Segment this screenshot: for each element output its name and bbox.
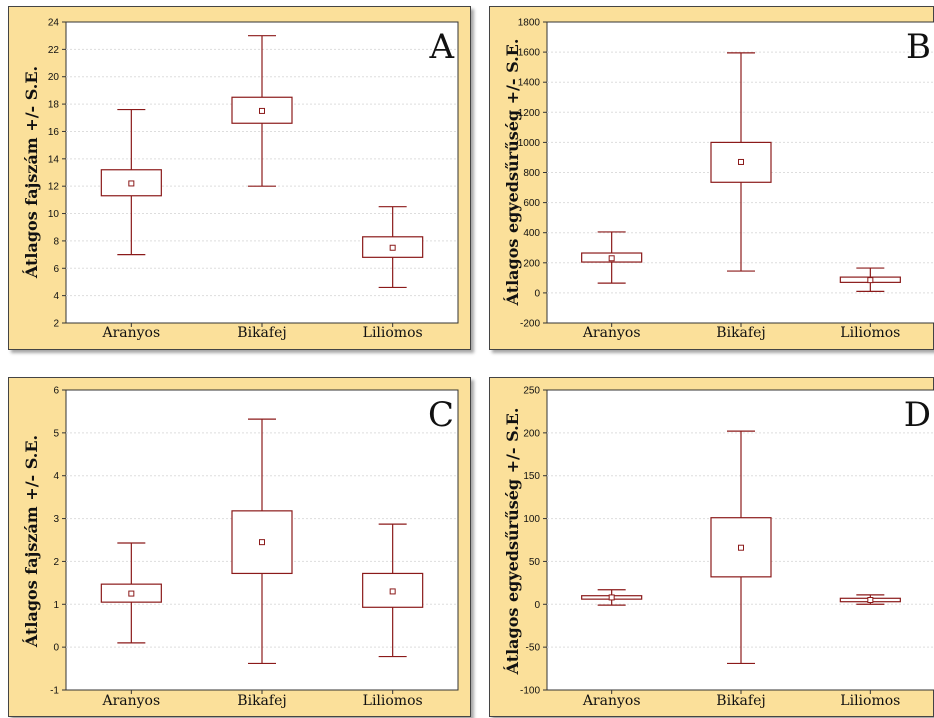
mean-marker [389,588,396,595]
x-tick-label: Liliomos [363,325,423,341]
y-tick-label: 20 [48,72,60,83]
y-tick-label: 18 [48,100,60,111]
x-tick-label: Liliomos [363,693,423,709]
chart-svg-c: -1 0 1 2 3 4 5 6 Átlagos fajszám +/- S.E. C Aranyo… [21,386,459,709]
y-tick-label: 10 [48,209,60,220]
y-tick-label: 1800 [518,18,541,29]
y-tick-label: 3 [53,514,59,525]
y-tick-label: 0 [534,288,540,299]
x-tick-label: Aranyos [101,693,160,709]
y-axis-label: Átlagos fajszám +/- S.E. [21,66,41,279]
y-tick-label: 1000 [518,138,541,149]
mean-marker [738,544,744,551]
y-tick-label: 1200 [518,108,541,119]
box-bikafej [710,52,772,272]
y-tick-label: 5 [53,428,59,439]
y-tick-label: 16 [48,127,60,138]
box-liliomos [839,267,901,292]
mean-marker [128,180,135,187]
chart-svg-b: -200 0 200 400 600 800 1000 1200 1400 1600 1800 Átl… [502,18,934,341]
mean-marker [738,158,744,165]
box-bikafej [231,35,293,187]
y-axis-label: Átlagos egyedsűrűség +/- S.E. [502,39,522,307]
mean-marker [389,244,396,251]
x-tick-label: Bikafej [237,325,286,341]
x-tick-label: Bikafej [716,693,765,709]
y-tick-label: 250 [523,386,540,397]
y-tick-label: 100 [523,514,540,525]
chart-panel-b: -200 0 200 400 600 800 1000 1200 1400 1600 1800 Átl… [489,6,934,350]
y-tick-label: 8 [53,236,59,247]
mean-marker [259,539,265,546]
x-tick-label: Aranyos [582,693,641,709]
chart-panel-c: -1 0 1 2 3 4 5 6 Átlagos fajszám +/- S.E. C Aranyo… [8,377,471,717]
x-tick-label: Bikafej [716,325,765,341]
x-tick-label: Bikafej [237,693,286,709]
y-tick-label: 1400 [518,78,541,89]
mean-marker [608,594,615,601]
box-aranyos [581,589,643,606]
y-tick-label: 200 [523,428,540,439]
y-tick-label: 14 [48,154,60,165]
panel-letter: B [906,27,931,67]
y-tick-label: -200 [520,319,540,330]
x-tick-label: Liliomos [840,693,900,709]
mean-marker [259,107,265,114]
y-tick-label: 400 [523,228,540,239]
y-tick-label: 4 [53,471,59,482]
y-tick-label: 50 [529,557,541,568]
y-tick-label: 2 [53,557,59,568]
y-tick-label: -1 [50,686,59,697]
mean-marker [608,255,615,262]
box-aranyos [100,108,162,256]
chart-panel-d: -100 -50 0 50 100 150 200 250 Átlagos egyedsűrűs… [489,377,934,717]
box-liliomos [362,523,424,658]
y-tick-label: 4 [53,291,59,302]
x-tick-label: Aranyos [101,325,160,341]
box-aranyos [100,542,162,644]
mean-marker [867,597,874,603]
box-liliomos [839,594,901,605]
mean-marker [128,590,135,597]
y-tick-label: 24 [48,18,60,29]
box-liliomos [362,206,424,289]
y-tick-label: 800 [523,168,540,179]
panel-letter: A [428,27,454,67]
panel-letter: C [428,395,454,435]
x-tick-label: Liliomos [840,325,900,341]
y-tick-label: -50 [526,643,541,654]
x-tick-label: Aranyos [582,325,641,341]
panel-letter: D [904,395,931,435]
box-bikafej [231,418,293,665]
y-tick-label: 1600 [518,48,541,59]
y-tick-label: 600 [523,198,540,209]
y-tick-label: 12 [48,182,60,193]
y-axis-label: Átlagos fajszám +/- S.E. [21,435,41,648]
y-tick-label: 200 [523,258,540,269]
mean-marker [867,277,874,284]
y-tick-label: 1 [53,600,59,611]
y-axis-label: Átlagos egyedsűrűség +/- S.E. [502,408,522,676]
y-tick-label: 0 [53,643,59,654]
y-tick-label: 150 [523,471,540,482]
y-tick-label: 22 [48,45,60,56]
box-aranyos [581,231,643,284]
y-tick-label: 6 [53,386,59,397]
box-bikafej [710,430,772,665]
chart-panel-a: 2 4 6 8 10 12 14 16 18 20 22 24 Átlagos fajszám +/- … [8,6,471,350]
y-tick-label: 0 [534,600,540,611]
y-tick-label: 2 [53,319,59,330]
y-tick-label: -100 [520,686,540,697]
y-tick-label: 6 [53,264,59,275]
